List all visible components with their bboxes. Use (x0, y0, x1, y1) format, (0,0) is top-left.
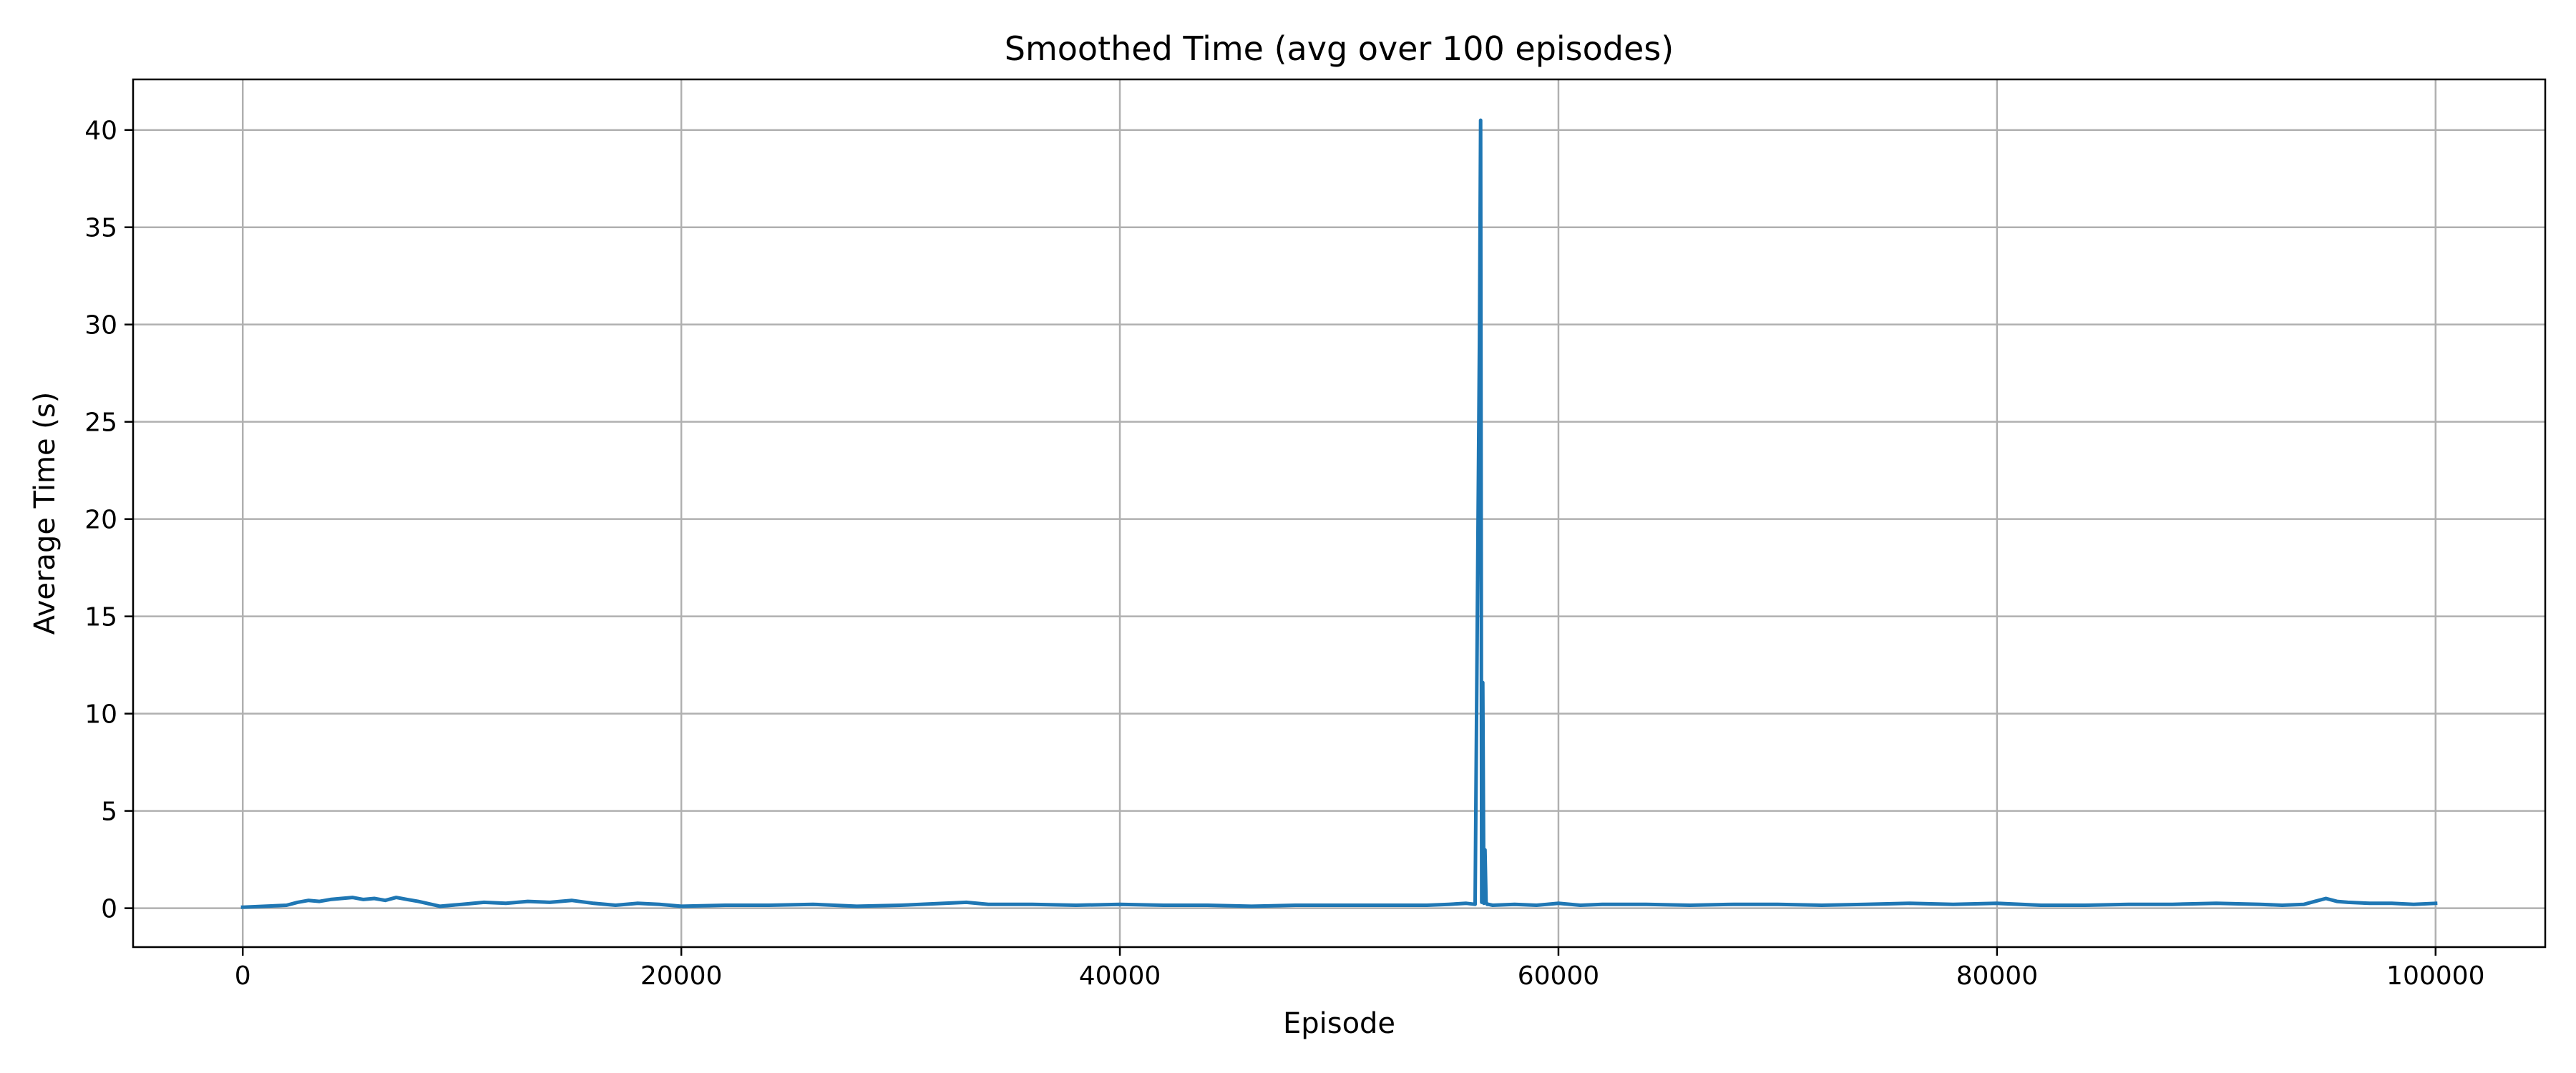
x-tick-label: 80000 (1956, 961, 2039, 991)
y-tick-label: 25 (84, 408, 117, 438)
y-tick-label: 15 (84, 603, 117, 632)
y-tick-label: 5 (101, 798, 117, 827)
plot-area (240, 118, 2438, 909)
x-tick-label: 40000 (1079, 961, 1161, 991)
x-tick-label: 0 (235, 961, 251, 991)
y-tick-label: 35 (84, 214, 117, 243)
x-tick-label: 20000 (640, 961, 723, 991)
y-tick-label: 10 (84, 700, 117, 730)
plot-frame (132, 78, 2547, 949)
y-axis-title: Average Time (s) (29, 392, 62, 635)
x-tick-label: 60000 (1518, 961, 1600, 991)
y-tick-label: 40 (84, 117, 117, 146)
y-tick-label: 30 (84, 311, 117, 340)
y-tick-label: 0 (101, 895, 117, 924)
grid (133, 79, 2545, 947)
chart-title: Smoothed Time (avg over 100 episodes) (1005, 29, 1674, 68)
x-axis-title: Episode (1283, 1007, 1395, 1040)
axis-ticks: 0 20000 40000 60000 80000 100000 0 5 10 15 20 25 30 3… (84, 117, 2484, 991)
y-tick-label: 20 (84, 506, 117, 535)
x-tick-label: 100000 (2386, 961, 2484, 991)
series-line (240, 118, 2438, 909)
